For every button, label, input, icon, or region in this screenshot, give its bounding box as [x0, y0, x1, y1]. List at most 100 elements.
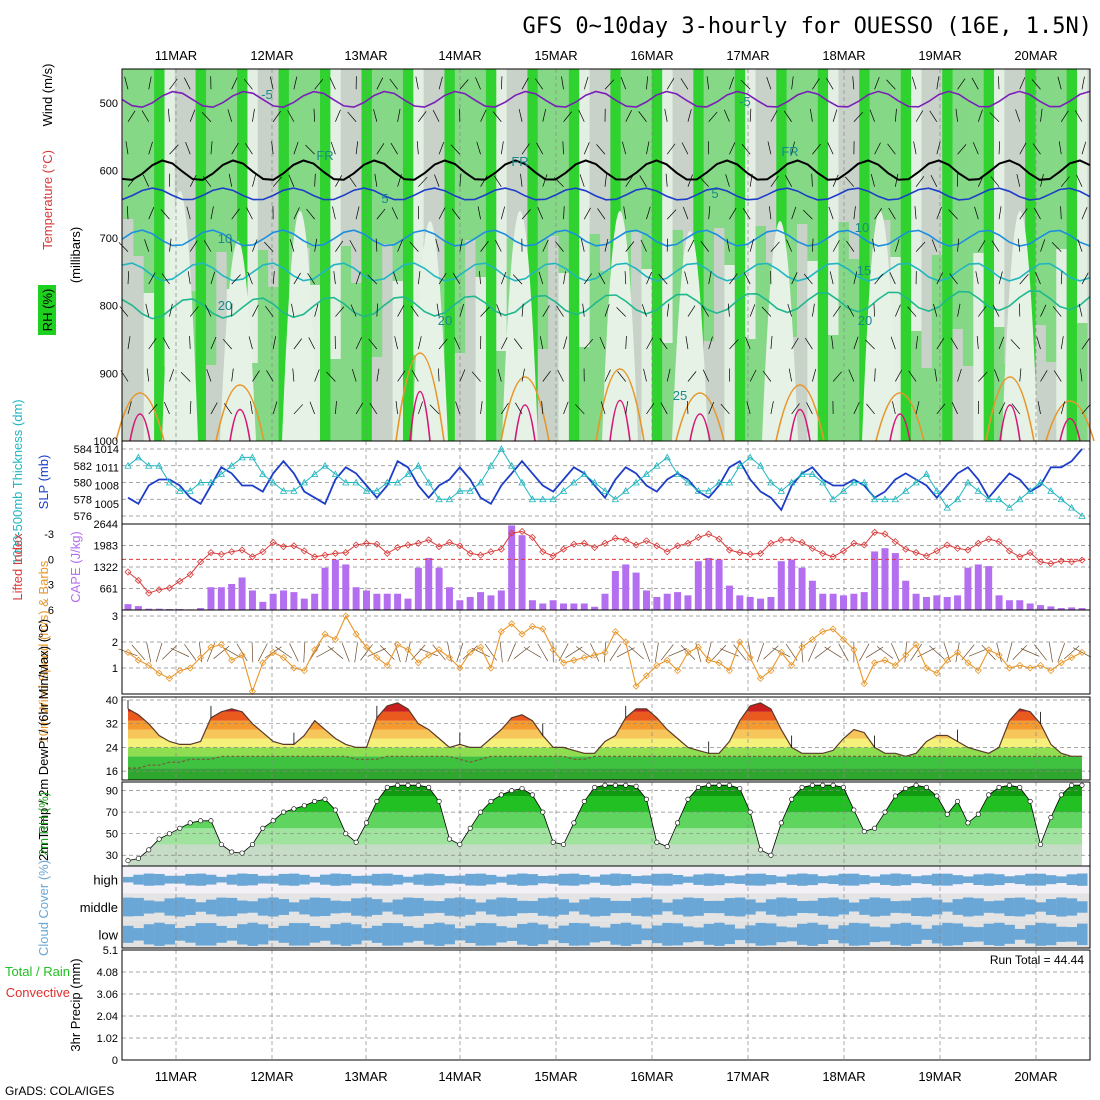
wind-barb: [355, 337, 362, 350]
wind-barb: [604, 238, 609, 252]
wind-barb: [733, 644, 747, 661]
y-axis-label-left: 1000-500mb Thickness (dm): [10, 399, 25, 564]
wind-barb: [1017, 238, 1021, 252]
rh2m-point: [1079, 782, 1085, 788]
rh-bands: [128, 785, 1082, 866]
rh2m-point: [498, 792, 504, 798]
wind-barb: [832, 109, 838, 122]
wind-barb: [435, 238, 440, 252]
wind-barb: [272, 336, 276, 350]
wind-barb: [853, 336, 859, 350]
wind-point: [694, 643, 702, 651]
lifted-point: [1016, 553, 1024, 561]
thickness-point: [590, 478, 599, 486]
wind-barb: [791, 403, 800, 415]
cape-bar: [736, 595, 744, 610]
wind-barb: [1060, 401, 1065, 415]
rh-cell: [465, 240, 476, 441]
cloud-cell: [506, 874, 518, 885]
lifted-point: [1057, 557, 1065, 565]
warm-contour: [985, 376, 1035, 442]
date-label-top: 12MAR: [250, 48, 293, 63]
rh-cell: [807, 69, 818, 261]
wind-barb: [368, 338, 378, 350]
thickness-point: [352, 478, 360, 486]
wind-barb: [989, 112, 1000, 123]
wind-barb: [189, 336, 191, 350]
thickness-point: [238, 453, 246, 461]
rh-cell: [278, 69, 290, 324]
cape-bar: [674, 592, 682, 610]
y-tick-label-right: 1322: [94, 562, 118, 574]
cape-bar: [871, 551, 879, 610]
wind-barb: [480, 175, 488, 187]
cloud-cell: [402, 876, 414, 883]
wind-barb: [265, 305, 274, 317]
cloud-cell: [402, 926, 414, 943]
rh-cell: [848, 69, 860, 259]
wind-barb: [480, 400, 483, 414]
y-tick-label-left: 584: [74, 444, 92, 456]
rh-cell: [226, 69, 238, 289]
wind-barb: [874, 208, 882, 220]
wind-barb: [766, 76, 772, 90]
lifted-point: [622, 536, 630, 544]
wind-barb: [335, 400, 337, 414]
wind-barb: [915, 336, 919, 350]
wind-barb: [230, 238, 233, 252]
cloud-cell: [268, 875, 279, 884]
wind-barb: [708, 206, 711, 220]
rh-plume: [502, 211, 538, 441]
cape-bar: [902, 580, 910, 610]
wind-barb: [307, 272, 315, 285]
rh-cell: [900, 69, 912, 294]
wind-barb: [450, 144, 461, 155]
rh-cell: [185, 69, 196, 291]
rh-cell: [797, 69, 808, 224]
rh-cell: [962, 366, 974, 441]
wind-barb: [119, 306, 129, 317]
rh-cell: [724, 265, 735, 441]
cloud-cell: [620, 900, 632, 914]
cloud-cell: [299, 899, 310, 915]
wind-barb: [874, 368, 876, 382]
wind-point: [508, 620, 516, 628]
wind-barb: [374, 173, 378, 187]
cloud-cell: [776, 876, 787, 883]
lifted-point: [228, 548, 236, 556]
wind-barb: [293, 141, 299, 155]
wind-barb: [561, 76, 564, 90]
wind-point: [611, 628, 619, 636]
wind-barb: [416, 141, 419, 155]
wind-barb: [702, 369, 710, 382]
cloud-cell: [278, 899, 290, 915]
wind-barb: [874, 142, 881, 155]
thickness-point: [829, 495, 837, 503]
lifted-point: [591, 543, 599, 552]
wind-barb: [520, 173, 523, 187]
cloud-cell: [309, 876, 321, 883]
cloud-cell: [237, 873, 248, 886]
wind-barb: [292, 368, 295, 382]
wind-barb: [806, 402, 813, 415]
rh2m-point: [332, 807, 338, 813]
rh-cell: [703, 69, 715, 341]
panel-frame: [121, 865, 1091, 949]
cape-bar: [549, 600, 557, 610]
cape-bar: [1026, 603, 1034, 610]
y-tick-label: 40: [106, 695, 118, 707]
cloud-cell: [164, 898, 175, 916]
wind-point: [186, 664, 194, 672]
rh-cell: [402, 69, 414, 318]
wind-point: [528, 622, 536, 630]
cloud-cell: [454, 928, 466, 941]
cloud-cell: [340, 922, 352, 946]
wind-barb: [141, 110, 150, 122]
cloud-cell: [1066, 898, 1078, 916]
rh2m-point: [218, 841, 224, 847]
cloud-cell: [195, 902, 207, 912]
wind-barb: [929, 645, 945, 660]
wind-barb: [892, 401, 896, 415]
wind-barb: [729, 76, 734, 90]
